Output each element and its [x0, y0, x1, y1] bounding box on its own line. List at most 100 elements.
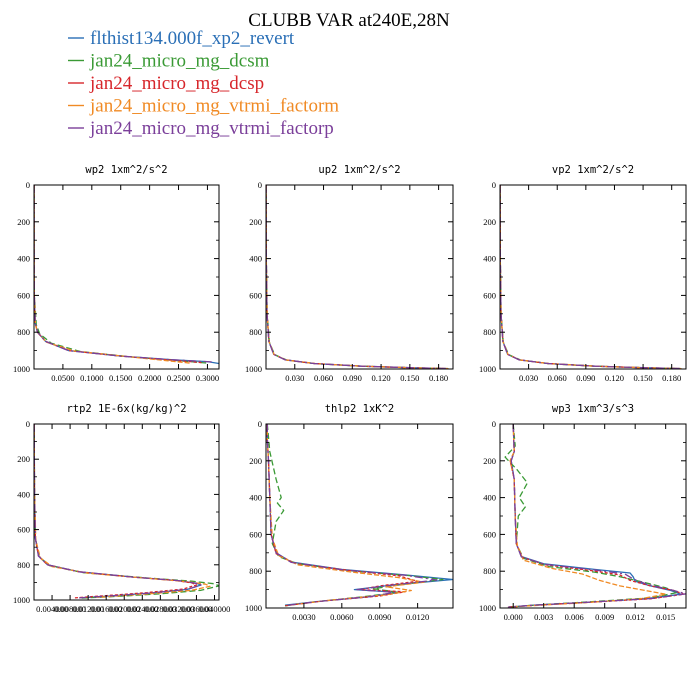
y-tick-label: 400	[17, 254, 30, 264]
x-tick-label: 0.0120	[406, 612, 429, 622]
chart-panel: wp3 1xm^3/s^3 0 200 400 600 800 1000 0.000 0.003…	[479, 403, 687, 622]
chart-panel: thlp2 1xK^2 0 200 400 600 800 1000 0.0030 0.0060…	[245, 403, 454, 622]
series-group	[34, 424, 219, 599]
x-tick-label: 0.004000	[36, 604, 68, 614]
x-tick-label: 0.028000	[144, 604, 176, 614]
x-tick-label: 0.180	[662, 373, 681, 383]
series-group	[266, 185, 449, 369]
y-tick-label: 800	[17, 327, 30, 337]
x-tick-label: 0.0500	[51, 373, 74, 383]
x-tick-label: 0.120	[372, 373, 391, 383]
y-tick-label: 200	[17, 454, 30, 464]
y-tick-label: 600	[483, 529, 496, 539]
panel-title: vp2 1xm^2/s^2	[552, 164, 634, 176]
y-tick-label: 200	[249, 217, 262, 227]
y-tick-label: 0	[258, 180, 262, 190]
x-tick-label: 0.000	[504, 612, 523, 622]
chart-panel: vp2 1xm^2/s^2 0 200 400 600 800 1000 0.030 0.060…	[479, 164, 687, 383]
legend-label: jan24_micro_mg_dcsm	[89, 51, 270, 72]
series-group	[266, 424, 453, 607]
y-tick-label: 600	[483, 290, 496, 300]
x-tick-label: 0.150	[634, 373, 653, 383]
x-tick-label: 0.030	[519, 373, 538, 383]
legend: flthist134.000f_xp2_revertjan24_micro_mg…	[68, 28, 339, 139]
y-tick-label: 1000	[245, 364, 262, 374]
series-line	[266, 185, 449, 369]
x-tick-label: 0.3000	[196, 373, 219, 383]
series-group	[504, 424, 686, 608]
series-line	[266, 424, 438, 607]
panel-title: thlp2 1xK^2	[325, 403, 395, 415]
y-tick-label: 1000	[479, 603, 496, 613]
series-line	[266, 424, 444, 607]
y-tick-label: 800	[483, 327, 496, 337]
x-tick-label: 0.008000	[54, 604, 86, 614]
y-tick-label: 800	[17, 560, 30, 570]
x-tick-label: 0.015	[656, 612, 675, 622]
y-tick-label: 0	[26, 419, 30, 429]
chart-panel: rtp2 1E-6x(kg/kg)^2 0 200 400 600 800 1000 0.00…	[13, 403, 230, 614]
x-tick-label: 0.012	[626, 612, 645, 622]
y-tick-label: 800	[483, 566, 496, 576]
x-tick-label: 0.2000	[138, 373, 161, 383]
panel-title: wp3 1xm^3/s^3	[552, 403, 634, 415]
x-tick-label: 0.1500	[109, 373, 132, 383]
x-tick-label: 0.030	[285, 373, 304, 383]
y-tick-label: 0	[26, 180, 30, 190]
y-tick-label: 200	[17, 217, 30, 227]
x-tick-label: 0.040000	[199, 604, 231, 614]
y-tick-label: 0	[258, 419, 262, 429]
figure-title: CLUBB VAR at240E,28N	[248, 10, 450, 31]
y-tick-label: 800	[249, 327, 262, 337]
y-tick-label: 400	[483, 254, 496, 264]
x-tick-label: 0.1000	[80, 373, 103, 383]
x-tick-label: 0.009	[595, 612, 614, 622]
x-tick-label: 0.006	[565, 612, 584, 622]
y-tick-label: 400	[483, 493, 496, 503]
x-tick-label: 0.120	[605, 373, 624, 383]
y-tick-label: 0	[492, 180, 496, 190]
x-tick-label: 0.036000	[181, 604, 213, 614]
series-line	[504, 424, 679, 608]
x-tick-label: 0.003	[534, 612, 553, 622]
y-tick-label: 400	[17, 489, 30, 499]
y-tick-label: 600	[249, 290, 262, 300]
y-tick-label: 400	[249, 254, 262, 264]
x-tick-label: 0.0030	[292, 612, 315, 622]
panel-title: up2 1xm^2/s^2	[318, 164, 400, 176]
series-line	[500, 185, 682, 369]
y-tick-label: 200	[483, 456, 496, 466]
chart-panel: up2 1xm^2/s^2 0 200 400 600 800 1000 0.030 0.060…	[245, 164, 454, 383]
y-tick-label: 1000	[479, 364, 496, 374]
x-tick-label: 0.2500	[167, 373, 190, 383]
x-tick-label: 0.150	[400, 373, 419, 383]
x-tick-label: 0.180	[429, 373, 448, 383]
x-tick-label: 0.0090	[368, 612, 391, 622]
y-tick-label: 1000	[13, 595, 30, 605]
y-tick-label: 0	[492, 419, 496, 429]
legend-label: jan24_micro_mg_vtrmi_factorp	[89, 118, 334, 139]
y-tick-label: 200	[249, 456, 262, 466]
series-line	[508, 424, 686, 608]
chart-panel: wp2 1xm^2/s^2 0 200 400 600 800 1000 0.0500 0.10…	[13, 164, 220, 383]
x-tick-label: 0.012000	[72, 604, 104, 614]
y-tick-label: 1000	[245, 603, 262, 613]
y-tick-label: 400	[249, 493, 262, 503]
panel-title: rtp2 1E-6x(kg/kg)^2	[66, 403, 186, 415]
x-tick-label: 0.0060	[330, 612, 353, 622]
legend-label: jan24_micro_mg_dcsp	[89, 73, 264, 94]
x-tick-label: 0.024000	[126, 604, 158, 614]
x-tick-label: 0.016000	[90, 604, 122, 614]
y-tick-label: 600	[17, 290, 30, 300]
panels: wp2 1xm^2/s^2 0 200 400 600 800 1000 0.0500 0.10…	[13, 164, 687, 622]
x-tick-label: 0.032000	[162, 604, 194, 614]
panel-title: wp2 1xm^2/s^2	[85, 164, 167, 176]
x-tick-label: 0.020000	[108, 604, 140, 614]
x-tick-label: 0.090	[343, 373, 362, 383]
y-tick-label: 1000	[13, 364, 30, 374]
y-tick-label: 200	[483, 217, 496, 227]
y-tick-label: 600	[249, 529, 262, 539]
x-tick-label: 0.090	[576, 373, 595, 383]
x-tick-label: 0.060	[314, 373, 333, 383]
